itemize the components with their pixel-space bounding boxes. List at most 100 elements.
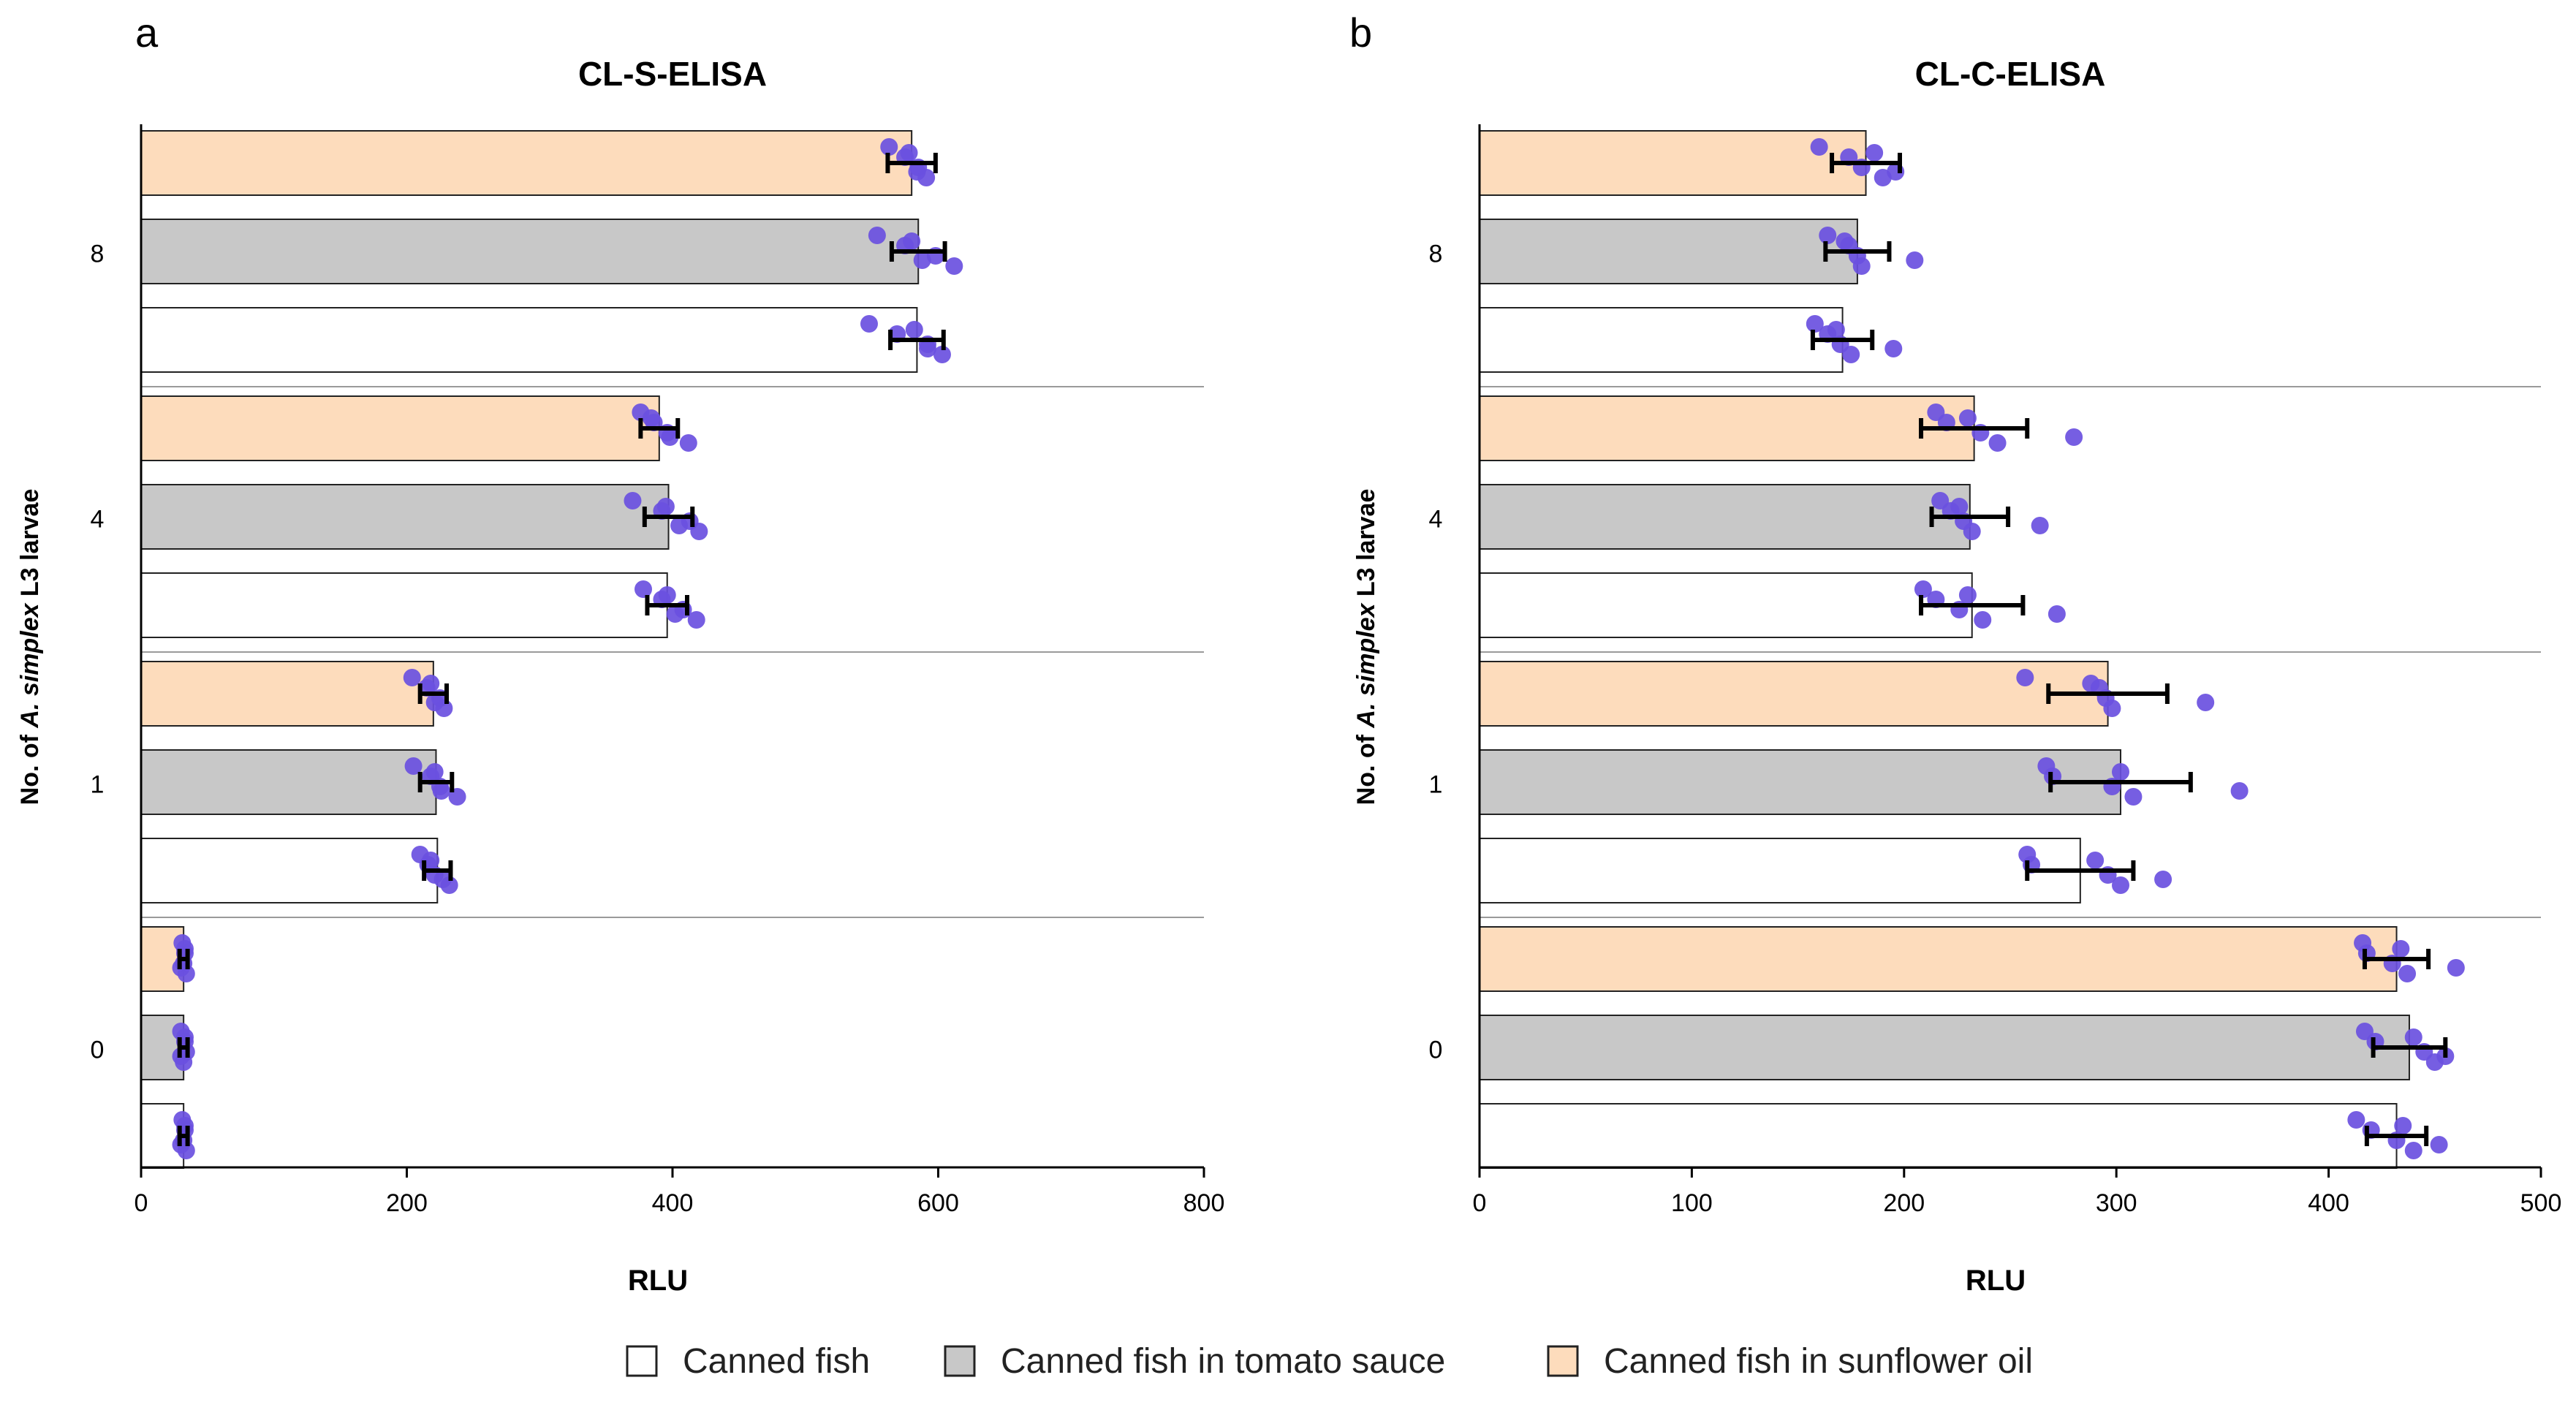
data-point [2112,763,2130,781]
data-point [2197,694,2215,711]
data-point [404,757,423,775]
data-point [670,517,689,534]
y-axis-label-part: L3 larvae [1352,489,1380,604]
category-label: 8 [1429,240,1443,268]
legend-swatch [944,1345,976,1377]
data-point [1914,580,1932,598]
data-point [2230,782,2249,800]
panel-a: a CL-S-ELISA 0 200 400 600 800 8 4 1 0 RLU No. of A.… [16,10,1224,1297]
data-point [1842,346,1860,363]
data-point [658,586,676,604]
bar [140,484,670,550]
data-point [2404,1028,2422,1046]
bar [140,572,668,638]
category-label: 1 [1429,771,1443,799]
x-tick-label: 200 [1883,1189,1925,1217]
data-point [1906,251,1924,269]
data-point [1819,227,1837,244]
legend-label: Canned fish in tomato sauce [1001,1342,1445,1381]
x-tick-label: 600 [917,1189,959,1217]
data-point [1827,321,1845,338]
data-point [425,763,444,781]
data-point [1836,232,1854,250]
x-tick-label: 400 [2308,1189,2349,1217]
bar [140,219,920,284]
category-label: 4 [1429,506,1443,534]
x-tick-label: 0 [1473,1189,1487,1217]
data-point [903,232,921,250]
data-point [666,605,684,623]
data-point [1958,409,1977,427]
bar [1479,926,2398,992]
data-point [2124,788,2143,806]
data-point [1810,138,1828,156]
data-point [900,144,918,162]
x-tick-label: 100 [1671,1189,1713,1217]
y-axis-label-part: No. of [1352,728,1380,806]
legend: Canned fish Canned fish in tomato sauce Ca… [626,1342,2033,1381]
data-point [656,498,675,515]
bar [1479,307,1844,373]
panel-b: b CL-C-ELISA 0 100 200 300 400 500 8 4 1 0 RLU No. of… [1349,10,2561,1297]
data-point [860,315,878,333]
data-point [403,669,421,686]
bar [1479,130,1867,196]
chart-title: CL-C-ELISA [1915,55,2106,93]
data-point [1884,340,1903,357]
bar [1479,219,1858,284]
data-point [2430,1136,2448,1153]
y-axis-label: No. of A. simplex L3 larvae [16,489,44,806]
data-point [661,428,679,446]
data-point [422,675,440,692]
data-point [432,782,450,800]
x-tick-label: 0 [135,1189,148,1217]
data-point [1865,144,1884,162]
x-tick-label: 300 [2096,1189,2137,1217]
x-tick-label: 800 [1183,1189,1225,1217]
data-point [634,580,653,598]
bar [140,749,437,815]
x-axis-label: RLU [1966,1265,2026,1297]
data-point [945,257,963,275]
data-point [679,434,697,452]
data-point [2086,852,2105,869]
data-point [1950,498,1969,515]
data-point [422,852,440,869]
data-point [642,409,660,427]
bar [1479,572,1973,638]
data-point [2347,1111,2365,1129]
bar [1479,484,1971,550]
data-point [433,871,452,888]
data-point [2394,1117,2412,1134]
legend-swatch [1547,1345,1579,1377]
category-label: 4 [91,506,105,534]
legend-label: Canned fish [683,1342,870,1381]
bar [1479,838,2081,903]
x-tick-label: 200 [386,1189,428,1217]
x-tick-label: 500 [2520,1189,2562,1217]
x-tick-label: 400 [652,1189,694,1217]
data-point [1963,523,1981,540]
data-point [2404,1142,2422,1159]
bar [140,661,434,727]
x-axis-label: RLU [628,1265,688,1297]
bar [140,395,660,461]
bar [1479,749,2122,815]
category-label: 0 [91,1037,105,1064]
data-point [933,346,951,363]
data-point [918,340,936,357]
data-point [690,523,708,540]
bar [1479,661,2109,727]
bar [140,838,439,903]
data-point [2065,428,2083,446]
data-point [2392,940,2410,958]
data-point [905,321,923,338]
data-point [1806,315,1824,333]
chart-title: CL-S-ELISA [578,55,767,93]
data-point [2398,965,2417,982]
legend-label: Canned fish in sunflower oil [1604,1342,2033,1381]
y-axis-label-part: A. simplex [16,602,44,728]
data-point [868,227,886,244]
panel-letter: a [135,10,159,56]
